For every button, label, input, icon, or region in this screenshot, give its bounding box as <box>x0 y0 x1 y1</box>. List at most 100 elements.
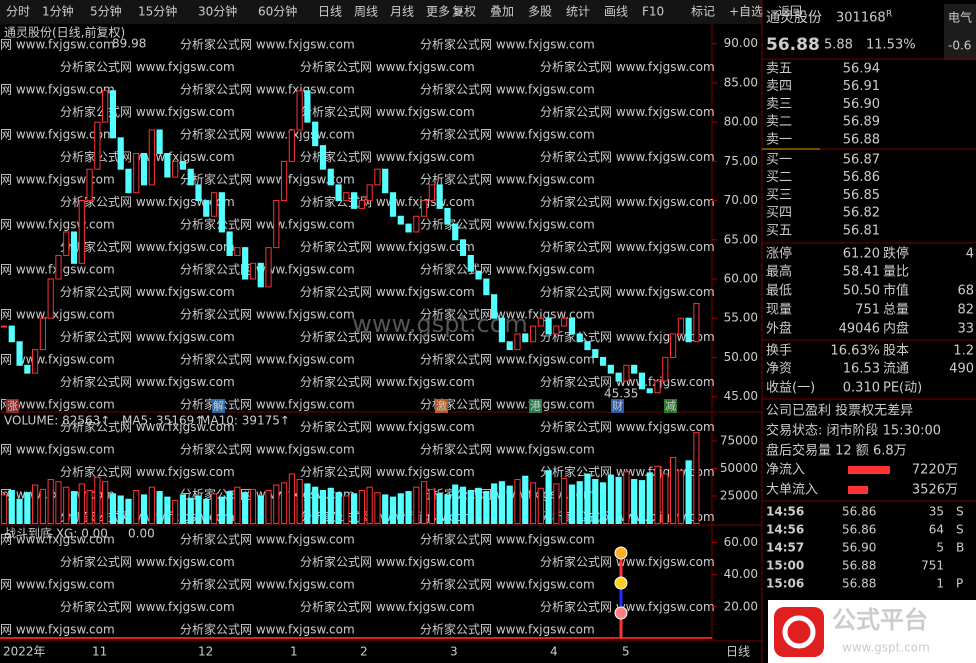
stat-value: 4 <box>966 247 974 262</box>
volume-bar <box>576 481 583 525</box>
watermark: 分析家公式网 www.fxjgsw.com <box>0 82 115 97</box>
candle <box>125 168 132 194</box>
y-tick-label: 45.00 <box>724 389 758 403</box>
candle <box>382 168 389 194</box>
stat-value: 490 <box>949 362 974 377</box>
watermark: 分析家公式网 www.fxjgsw.com <box>60 329 235 344</box>
stat-label: 量比 <box>883 265 909 280</box>
candle <box>654 380 661 394</box>
flow-value: 3526万 <box>912 483 958 498</box>
toolbar-tab[interactable]: 5分钟 <box>90 4 122 19</box>
stat-label: 内盘 <box>883 321 909 337</box>
candle <box>452 223 459 241</box>
candle <box>172 160 179 178</box>
watermark: 分析家公式网 www.fxjgsw.com <box>300 329 475 344</box>
candle <box>312 121 319 147</box>
candle <box>631 364 638 374</box>
candle <box>39 317 46 351</box>
order-label: 卖二 <box>766 115 792 130</box>
toolbar-button[interactable]: 画线 <box>604 5 628 19</box>
x-tick-label: 3 <box>450 645 458 659</box>
candle <box>164 153 171 178</box>
volume-bar <box>179 494 187 525</box>
stat-value: 1.2 <box>953 344 974 359</box>
order-price: 56.90 <box>843 97 880 112</box>
volume-legend: MA10: 39175↑ <box>200 414 290 428</box>
stat-label: 涨停 <box>766 246 792 262</box>
toolbar-tab[interactable]: 60分钟 <box>258 4 297 19</box>
y-tick-label: 25000 <box>720 488 758 502</box>
candle <box>537 317 544 327</box>
y-tick-label: 60.00 <box>724 535 758 549</box>
stat-label: 收益(一) <box>766 381 815 396</box>
stat-label: 股本 <box>883 344 909 359</box>
toolbar-button[interactable]: 标记 <box>691 5 715 19</box>
volume-bar <box>421 481 428 525</box>
toolbar-tab[interactable]: 1分钟 <box>42 4 74 19</box>
y-tick-label: 20.00 <box>724 599 758 613</box>
candle <box>343 192 350 202</box>
sector: 电气 <box>948 10 972 25</box>
volume-bar <box>249 488 257 524</box>
candle <box>436 184 443 209</box>
toolbar-button[interactable]: +自选 <box>729 5 763 19</box>
watermark: 分析家公式网 www.fxjgsw.com <box>180 307 355 322</box>
volume-bar <box>467 489 474 524</box>
volume-bar <box>133 489 140 524</box>
watermark: 分析家公式网 www.fxjgsw.com <box>180 217 355 232</box>
order-label: 卖四 <box>766 79 792 94</box>
period-label: 日线 <box>726 645 750 659</box>
watermark: 分析家公式网 www.fxjgsw.com <box>0 442 115 457</box>
volume-legend: VOLUME: 82563↑ <box>4 414 110 428</box>
toolbar-tab[interactable]: 周线 <box>354 5 378 19</box>
flow-label: 大单流入 <box>766 483 818 498</box>
watermark: 分析家公式网 www.fxjgsw.com <box>60 554 235 569</box>
volume-bar <box>568 484 576 525</box>
candle <box>646 388 653 394</box>
toolbar-tab[interactable]: 15分钟 <box>138 4 177 19</box>
volume-bar <box>109 493 117 525</box>
stat-label: 现量 <box>766 303 792 318</box>
toolbar-button[interactable]: F10 <box>642 5 664 19</box>
volume-bar <box>55 481 62 525</box>
watermark: 分析家公式网 www.fxjgsw.com <box>420 352 595 367</box>
toolbar-button[interactable]: 多股 <box>528 5 552 19</box>
candle <box>16 341 23 366</box>
candle <box>203 200 210 217</box>
watermark: 分析家公式网 www.fxjgsw.com <box>420 442 595 457</box>
toolbar-button[interactable]: 复权 <box>452 5 476 19</box>
toolbar-button[interactable]: 叠加 <box>490 5 514 19</box>
toolbar-tab[interactable]: 30分钟 <box>198 4 237 19</box>
toolbar-tab[interactable]: 更多 > <box>426 5 464 19</box>
watermark: 分析家公式网 www.fxjgsw.com <box>540 374 715 389</box>
volume-bar <box>498 481 506 525</box>
candle <box>475 270 482 280</box>
stat-label: 跌停 <box>883 246 909 262</box>
watermark: 分析家公式网 www.fxjgsw.com <box>420 397 595 412</box>
toolbar-button[interactable]: 返回 <box>778 5 802 19</box>
toolbar-tab[interactable]: 月线 <box>390 5 414 19</box>
y-tick-label: 85.00 <box>724 75 758 89</box>
candle <box>498 317 506 343</box>
watermark: 分析家公式网 www.fxjgsw.com <box>60 149 235 164</box>
volume-bar <box>351 493 358 525</box>
y-tick-label: 65.00 <box>724 232 758 246</box>
toolbar-tab[interactable]: 分时 <box>6 5 30 19</box>
logo-icon-mark <box>782 615 816 649</box>
event-badge <box>6 399 19 413</box>
volume-bar <box>102 481 109 525</box>
stat-label: 市值 <box>883 283 909 299</box>
x-tick-label: 2022年 <box>3 645 46 659</box>
volume-bar <box>257 495 264 524</box>
watermark: 分析家公式网 www.fxjgsw.com <box>300 374 475 389</box>
event-label: 激 <box>436 399 447 413</box>
order-price: 56.82 <box>843 206 880 221</box>
flow-bar <box>848 466 890 474</box>
order-label: 买五 <box>766 223 792 238</box>
toolbar-button[interactable]: 统计 <box>566 5 590 19</box>
candle <box>32 349 39 374</box>
y-tick-label: 50.00 <box>724 350 758 364</box>
toolbar-tab[interactable]: 日线 <box>318 5 342 19</box>
volume-bar <box>319 489 327 524</box>
